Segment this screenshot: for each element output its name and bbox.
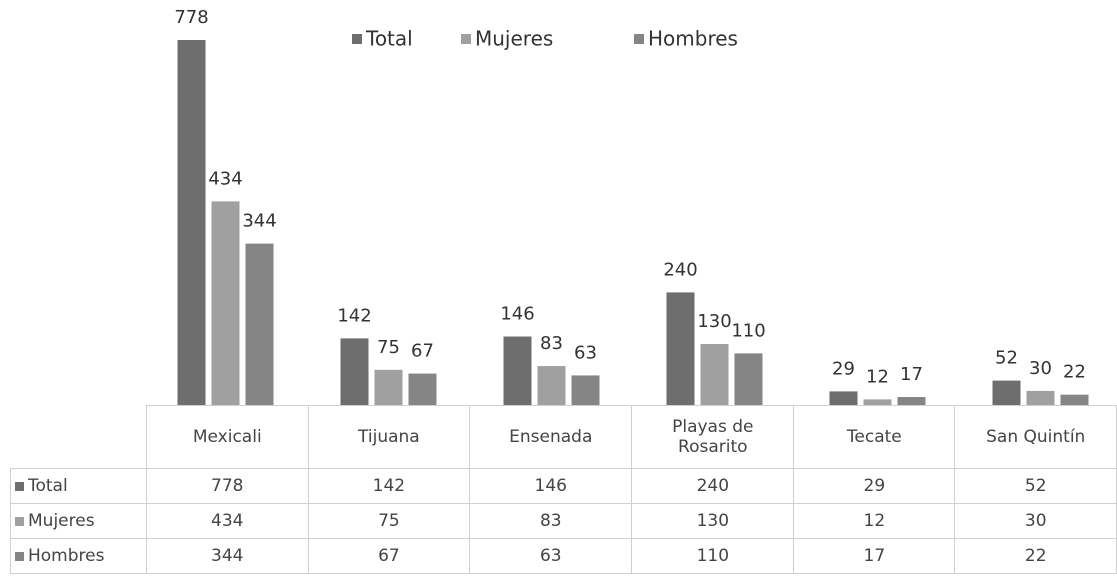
data-label: 63 [574,342,597,363]
table-value: 146 [469,468,633,504]
legend-label: Hombres [648,27,738,51]
row-name: Total [28,476,68,496]
table-value: 778 [145,468,309,504]
row-label: Mujeres [10,503,147,539]
data-label: 344 [242,211,276,232]
data-label: 22 [1063,362,1086,383]
category-label: Tecate [793,405,956,469]
bar [245,243,274,405]
table-value: 22 [954,538,1117,574]
bar [503,336,532,405]
bar [863,399,892,405]
table-value: 63 [469,538,633,574]
row-label: Hombres [10,538,147,574]
table-row: Mujeres 434 75 83 130 12 30 [10,503,1117,539]
bar [1060,394,1089,405]
row-swatch [15,482,24,491]
data-label: 778 [174,7,208,28]
bar [408,373,437,405]
table-row: Hombres 344 67 63 110 17 22 [10,538,1117,574]
table-value: 240 [631,468,795,504]
bar [666,292,695,405]
data-label: 83 [540,333,563,354]
table-value: 130 [631,503,795,539]
legend-label: Mujeres [475,27,553,51]
data-label: 12 [866,366,889,387]
table-value: 29 [793,468,956,504]
bar [340,338,369,405]
category-label: San Quintín [954,405,1117,469]
data-label: 30 [1029,358,1052,379]
category-label: Mexicali [145,405,309,469]
legend-label: Total [365,27,413,51]
table-value: 142 [307,468,471,504]
category-label: Playas de Rosarito [631,405,795,469]
table-value: 75 [307,503,471,539]
bar [537,366,566,405]
row-name: Hombres [28,546,105,566]
category-label: Ensenada [469,405,633,469]
legend-swatch [461,34,471,44]
table-value: 12 [793,503,956,539]
bar [374,369,403,405]
data-label: 142 [337,305,371,326]
bar [897,397,926,405]
data-label: 52 [995,348,1018,369]
row-swatch [15,552,24,561]
data-label: 67 [411,341,434,362]
legend-swatch [352,34,362,44]
plot: Total Mujeres Hombres 778 434 344 142 75 67 146 83… [174,7,1089,405]
table-value: 67 [307,538,471,574]
data-label: 29 [832,358,855,379]
table-row: Total 778 142 146 240 29 52 [10,468,1117,504]
bar [1026,390,1055,405]
table-value: 17 [793,538,956,574]
table-value: 83 [469,503,633,539]
table-value: 52 [954,468,1117,504]
data-label: 240 [663,259,697,280]
data-label: 130 [697,311,731,332]
bar [177,40,206,405]
bar [992,380,1021,405]
table-value: 344 [145,538,309,574]
header-row: Mexicali Tijuana Ensenada Playas de Rosarit… [11,405,1117,469]
data-label: 434 [208,168,242,189]
bar [829,391,858,405]
category-label: Tijuana [307,405,471,469]
bar [734,353,763,405]
corner [11,406,147,469]
bar [571,375,600,405]
row-name: Mujeres [28,511,95,531]
row-label: Total [10,468,147,504]
row-swatch [15,517,24,526]
table-value: 434 [145,503,309,539]
table-value: 110 [631,538,795,574]
data-label: 17 [900,364,923,385]
data-label: 75 [377,337,400,358]
table-value: 30 [954,503,1117,539]
legend-swatch [634,34,644,44]
data-table: Mexicali Tijuana Ensenada Playas de Rosarit… [10,405,1117,574]
bar [700,344,729,405]
data-label: 146 [500,304,534,325]
data-label: 110 [731,320,765,341]
bar [211,201,240,405]
